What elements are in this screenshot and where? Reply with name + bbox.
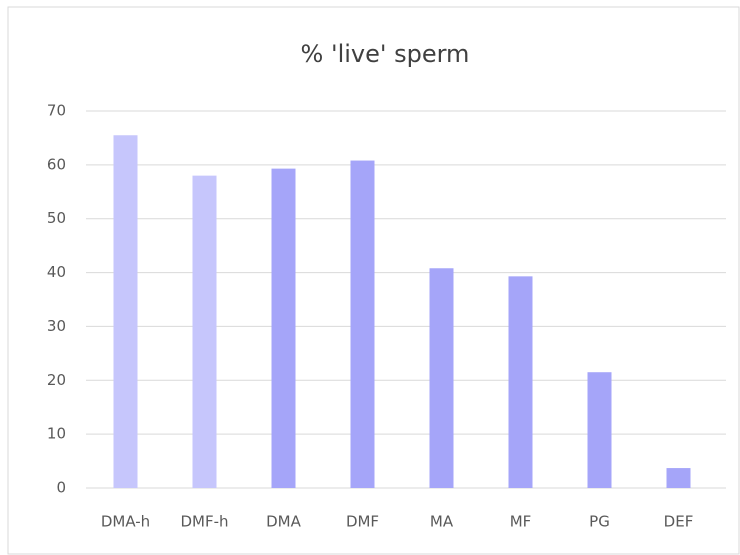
y-tick-label: 60 — [47, 155, 66, 173]
x-tick-label: DEF — [664, 513, 694, 531]
y-tick-label: 70 — [47, 102, 66, 120]
bar — [508, 276, 533, 488]
bar — [192, 175, 217, 488]
x-tick-label: DMF — [346, 513, 379, 531]
y-tick-label: 50 — [47, 209, 66, 227]
y-tick-label: 30 — [47, 317, 66, 335]
bar — [587, 372, 612, 488]
bar — [113, 135, 138, 488]
bar — [666, 468, 691, 488]
bar — [271, 168, 296, 488]
y-tick-label: 0 — [56, 479, 66, 497]
chart-title: % 'live' sperm — [301, 40, 470, 68]
y-tick-label: 20 — [47, 371, 66, 389]
x-tick-label: DMA-h — [101, 513, 150, 531]
x-tick-label: DMA — [266, 513, 301, 531]
x-tick-label: PG — [589, 513, 610, 531]
x-tick-label: MA — [430, 513, 454, 531]
y-tick-label: 40 — [47, 263, 66, 281]
bar — [350, 160, 375, 488]
bar — [429, 268, 454, 488]
x-tick-label: DMF-h — [180, 513, 228, 531]
y-tick-label: 10 — [47, 425, 66, 443]
x-tick-label: MF — [510, 513, 532, 531]
